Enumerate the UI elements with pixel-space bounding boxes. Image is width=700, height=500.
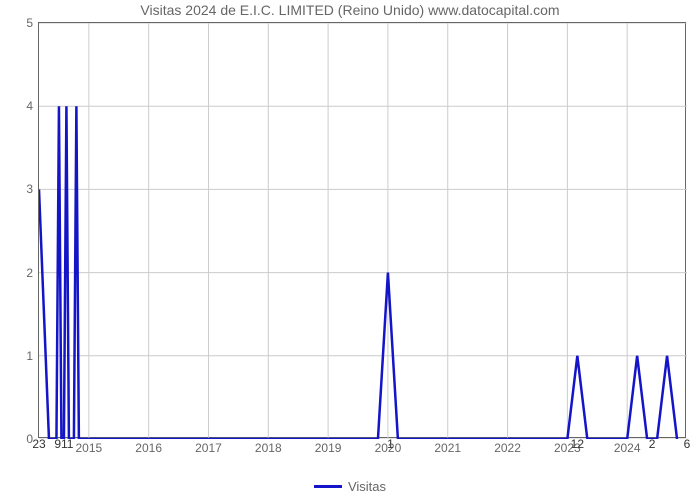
- value-label: 6: [684, 437, 691, 451]
- x-year-label: 2024: [614, 437, 641, 455]
- y-tick-label: 1: [26, 349, 39, 363]
- x-year-label: 2022: [494, 437, 521, 455]
- y-tick-label: 3: [26, 182, 39, 196]
- chart-title: Visitas 2024 de E.I.C. LIMITED (Reino Un…: [0, 2, 700, 18]
- chart-plot-area: 0123452015201620172018201920202021202220…: [38, 22, 686, 438]
- chart-svg: [39, 23, 687, 439]
- y-tick-label: 5: [26, 16, 39, 30]
- value-label: 1: [387, 437, 394, 451]
- legend-label: Visitas: [348, 479, 386, 494]
- x-year-label: 2019: [315, 437, 342, 455]
- x-year-label: 2015: [75, 437, 102, 455]
- x-year-label: 2017: [195, 437, 222, 455]
- x-year-label: 2021: [434, 437, 461, 455]
- value-label: 911: [54, 437, 73, 451]
- value-label: 12: [571, 437, 584, 451]
- legend-swatch: [314, 485, 342, 488]
- value-label: 2: [649, 437, 656, 451]
- x-year-label: 2016: [135, 437, 162, 455]
- y-tick-label: 2: [26, 266, 39, 280]
- value-label: 23: [32, 437, 45, 451]
- chart-legend: Visitas: [0, 475, 700, 494]
- y-tick-label: 4: [26, 99, 39, 113]
- x-year-label: 2018: [255, 437, 282, 455]
